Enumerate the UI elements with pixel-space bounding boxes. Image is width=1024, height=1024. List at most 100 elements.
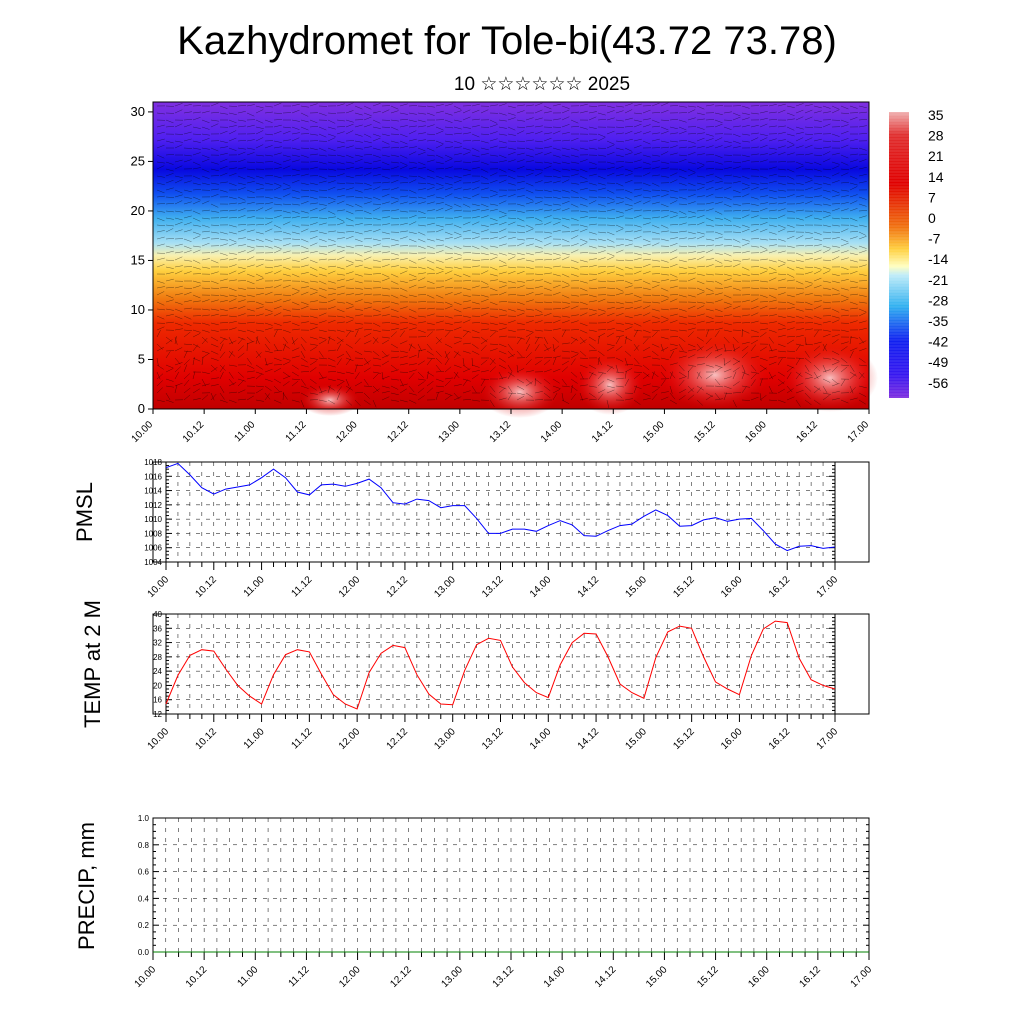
wind-barb <box>246 196 256 199</box>
wind-barb <box>705 104 714 107</box>
wind-barb <box>543 266 552 269</box>
wind-barb <box>300 216 309 219</box>
wind-barb <box>705 258 714 261</box>
wind-barb <box>462 147 471 151</box>
wind-barb <box>543 321 553 324</box>
y-tick-label: 0 <box>138 401 145 416</box>
wind-barb <box>408 308 417 313</box>
wind-barb <box>777 145 786 149</box>
wind-barb <box>723 273 732 277</box>
wind-barb <box>453 384 462 387</box>
wind-barb <box>669 126 678 130</box>
wind-barb <box>156 326 165 331</box>
wind-barb <box>678 154 688 157</box>
wind-barb <box>156 399 165 402</box>
wind-barb <box>426 124 435 128</box>
wind-barb <box>840 238 849 243</box>
wind-barb <box>165 245 174 249</box>
wind-barb <box>201 299 210 303</box>
wind-barb <box>156 124 165 128</box>
wind-barb <box>372 203 382 205</box>
wind-barb <box>354 140 363 143</box>
wind-barb <box>606 389 615 394</box>
wind-barb <box>156 175 165 178</box>
wind-barb <box>759 305 768 310</box>
wind-barb <box>210 161 219 165</box>
wind-barb <box>858 235 867 240</box>
wind-barb <box>651 112 661 114</box>
y-tick-label: 25 <box>131 153 145 168</box>
wind-barb <box>660 189 669 192</box>
wind-barb <box>642 397 651 401</box>
wind-barb <box>858 119 868 121</box>
wind-barb <box>372 243 381 247</box>
wind-barb <box>345 343 353 349</box>
wind-barb <box>174 159 183 163</box>
wind-barb <box>588 116 597 121</box>
wind-barb <box>714 321 723 324</box>
wind-barb <box>849 293 859 296</box>
colorbar-label: -42 <box>928 334 948 350</box>
wind-barb <box>471 236 480 240</box>
wind-barb <box>714 123 723 128</box>
wind-barb <box>399 165 408 170</box>
x-tick-label: 13.00 <box>440 964 466 990</box>
wind-barb <box>669 237 678 240</box>
wind-barb <box>786 105 795 108</box>
wind-barb <box>642 346 651 352</box>
wind-barb <box>714 175 723 180</box>
wind-barb <box>561 200 570 205</box>
wind-barb <box>246 300 256 303</box>
wind-barb <box>534 208 543 212</box>
wind-barb <box>498 126 507 129</box>
wind-barb <box>156 161 165 164</box>
wind-barb <box>228 270 237 275</box>
wind-barb <box>642 222 651 226</box>
wind-barb <box>597 298 606 303</box>
wind-barb <box>381 109 390 114</box>
wind-barb <box>822 307 831 310</box>
wind-barb <box>732 196 742 198</box>
wind-barb <box>354 264 363 268</box>
wind-barb <box>480 339 488 345</box>
wind-barb <box>678 308 687 312</box>
wind-barb <box>399 371 409 373</box>
wind-barb <box>408 166 417 170</box>
wind-barb <box>309 346 317 352</box>
wind-barb <box>300 371 310 373</box>
wind-barb <box>165 224 174 227</box>
wind-barb <box>471 118 480 121</box>
wind-barb <box>327 399 336 405</box>
wind-barb <box>777 131 786 135</box>
wind-barb <box>381 360 390 366</box>
x-tick-label: 17.00 <box>846 419 872 445</box>
wind-barb <box>606 294 616 296</box>
wind-barb <box>750 210 760 213</box>
wind-barb <box>822 266 831 270</box>
wind-barb <box>273 186 282 191</box>
wind-barb <box>624 307 633 310</box>
wind-barb <box>516 180 525 184</box>
wind-barb <box>633 270 642 275</box>
wind-barb <box>327 119 336 124</box>
wind-barb <box>561 301 570 304</box>
wind-barb <box>597 118 607 121</box>
wind-barb <box>390 179 399 184</box>
wind-barb <box>246 168 256 171</box>
wind-barb <box>678 237 687 240</box>
wind-barb <box>624 168 633 172</box>
wind-barb <box>534 161 543 164</box>
wind-barb <box>399 210 408 213</box>
wind-barb <box>300 238 309 243</box>
wind-barb <box>849 236 858 240</box>
wind-barb <box>372 111 381 114</box>
wind-barb <box>183 222 192 226</box>
wind-barb <box>723 224 733 226</box>
wind-barb <box>552 189 561 192</box>
wind-barb <box>660 319 669 324</box>
wind-barb <box>822 321 831 324</box>
wind-barb <box>687 370 689 380</box>
x-tick-label: 10.12 <box>184 964 210 990</box>
wind-barb <box>345 329 354 332</box>
wind-barb <box>480 209 489 212</box>
